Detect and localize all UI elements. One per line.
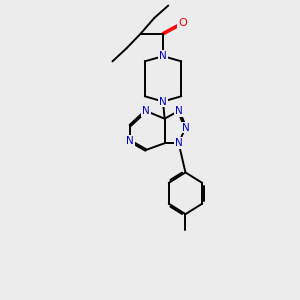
Text: O: O [178,18,187,28]
Text: N: N [159,51,167,61]
Text: N: N [142,106,150,116]
Text: N: N [182,123,189,133]
Text: N: N [159,97,167,106]
Text: N: N [126,136,134,146]
Text: N: N [175,106,183,116]
Text: N: N [175,138,183,148]
